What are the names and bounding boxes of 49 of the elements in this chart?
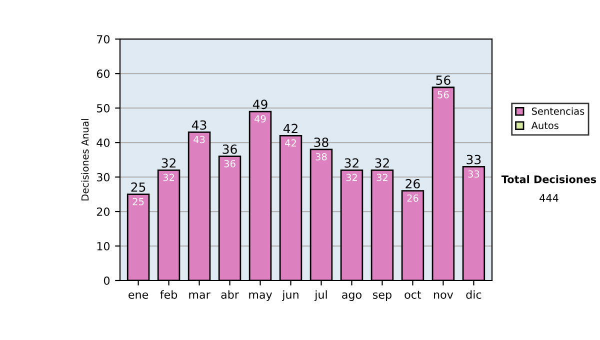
total-label: 26 bbox=[406, 178, 420, 188]
y-tick-label: 70 bbox=[97, 35, 110, 44]
total-label: 32 bbox=[375, 158, 389, 168]
y-tick-label: 30 bbox=[96, 173, 110, 182]
y-tick-label: 50 bbox=[96, 104, 110, 112]
legend-label: Sentencias bbox=[532, 107, 584, 115]
x-tick-label: jul bbox=[314, 290, 327, 301]
y-tick-label: 0 bbox=[104, 276, 110, 285]
total-label: 43 bbox=[192, 120, 206, 130]
text: Total Decisiones bbox=[501, 175, 596, 184]
data-label: 49 bbox=[254, 115, 266, 122]
data-label: 32 bbox=[376, 174, 388, 182]
total-label: 42 bbox=[283, 124, 298, 134]
y-tick-label: 10 bbox=[97, 242, 110, 250]
data-label: 38 bbox=[316, 153, 327, 160]
x-tick-label: ene bbox=[128, 292, 148, 299]
total-label: 32 bbox=[162, 158, 176, 168]
data-label: 42 bbox=[285, 139, 296, 146]
x-tick-label: mar bbox=[189, 292, 210, 299]
data-label: 56 bbox=[438, 91, 449, 98]
y-tick-label: 60 bbox=[96, 70, 110, 78]
total-label: 38 bbox=[314, 138, 328, 148]
x-tick-label: jun bbox=[282, 290, 298, 301]
text: 444 bbox=[540, 194, 558, 202]
data-label: 26 bbox=[407, 194, 418, 202]
x-tick-label: feb bbox=[160, 290, 178, 299]
legend-label: Autos bbox=[531, 122, 558, 130]
x-tick-label: dic bbox=[466, 290, 482, 299]
data-label: 43 bbox=[194, 136, 205, 144]
total-label: 36 bbox=[222, 144, 237, 154]
x-tick-label: abr bbox=[221, 290, 239, 299]
x-tick-label: ago bbox=[342, 292, 362, 301]
total-label: 25 bbox=[131, 182, 146, 192]
x-tick-label: may bbox=[249, 292, 272, 301]
data-label: 33 bbox=[468, 170, 480, 178]
x-tick-label: oct bbox=[404, 290, 422, 299]
y-tick-label: 40 bbox=[96, 138, 110, 147]
y-tick-label: 20 bbox=[96, 208, 110, 216]
x-tick-label: sep bbox=[372, 292, 392, 301]
data-label: 36 bbox=[224, 160, 236, 168]
total-label: 32 bbox=[344, 158, 358, 168]
data-label: 32 bbox=[346, 174, 357, 182]
y-axis-title: Decisiones Anual bbox=[81, 119, 89, 200]
total-label: 33 bbox=[466, 154, 481, 164]
data-label: 32 bbox=[163, 174, 174, 182]
total-label: 56 bbox=[436, 76, 450, 85]
x-tick-label: nov bbox=[434, 292, 454, 299]
total-label: 49 bbox=[252, 100, 268, 110]
data-label: 25 bbox=[132, 198, 144, 206]
